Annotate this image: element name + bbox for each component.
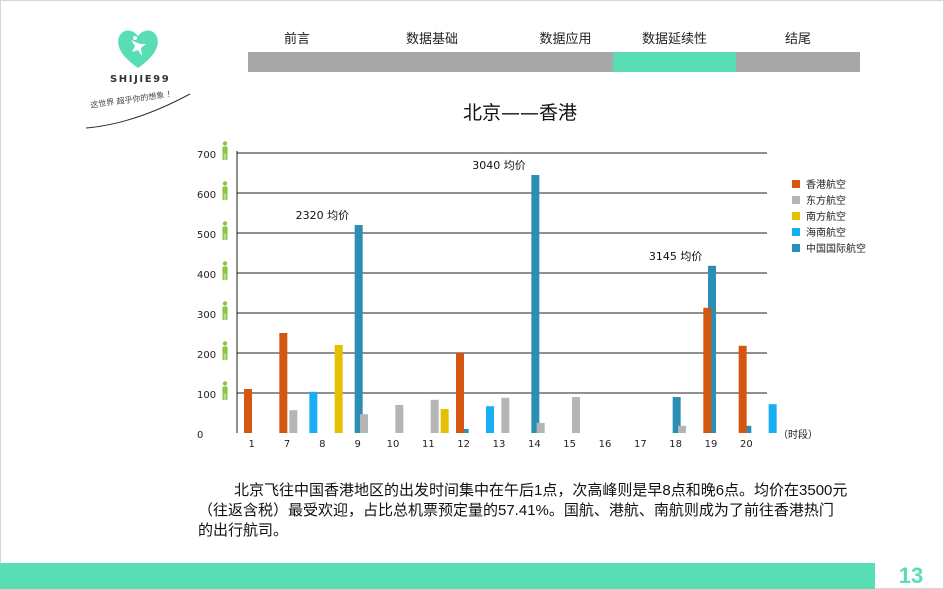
x-tick-label: 11 [422,439,435,450]
legend-label: 中国国际航空 [806,242,866,255]
legend-label: 海南航空 [806,226,846,239]
bar [354,225,363,433]
legend-label: 香港航空 [806,178,846,191]
bar [309,391,318,433]
annotation-label: 3040 均价 [472,159,526,172]
logo-swoosh-icon [85,93,191,129]
x-tick-label: 20 [740,439,753,450]
page-number: 13 [898,563,924,588]
x-tick-label: 19 [705,439,718,450]
x-tick-label: 17 [634,439,647,450]
x-tick-label: 9 [354,439,360,450]
bar [531,175,540,433]
x-axis-label: （时段） [778,428,818,441]
person-icon [222,381,228,400]
person-icon [222,341,228,360]
nav-tab-label: 数据延续性 [641,32,707,47]
nav-tab-data-application[interactable]: 数据应用 [518,22,613,72]
x-tick-label: 13 [493,439,506,450]
nav-tab-data-continuity[interactable]: 数据延续性 [613,22,736,72]
legend-label: 东方航空 [806,194,846,207]
bar [244,389,252,433]
bar [486,406,494,433]
chart-title: 北京——香港 [462,102,577,124]
legend-swatch [792,244,800,252]
section-nav: 前言 数据基础 数据应用 数据延续性 结尾 [248,22,860,72]
nav-tab-label: 数据基础 [405,32,458,47]
person-icon [222,261,228,280]
person-icon [222,181,228,200]
legend-swatch [792,196,800,204]
nav-tab-label: 前言 [283,32,310,47]
nav-tab-bar [346,52,518,72]
legend-swatch [792,212,800,220]
bar [708,265,716,433]
x-tick-label: 10 [387,439,400,450]
y-tick-label: 300 [197,310,216,321]
nav-tab-bar-active [613,52,736,72]
person-icon [222,221,228,240]
x-tick-label: 14 [528,439,541,450]
bar [768,404,777,433]
bar [460,429,469,433]
bar [678,425,686,433]
y-tick-label: 600 [197,190,216,201]
x-tick-label: 15 [563,439,576,450]
bar [289,410,298,433]
bar [334,345,343,433]
logo-mark-icon [118,30,158,68]
bar [703,307,712,433]
annotation-label: 2320 均价 [296,209,350,222]
nav-tab-ending[interactable]: 结尾 [736,22,860,72]
bar [501,397,510,433]
y-tick-label: 200 [197,350,216,361]
nav-tab-bar [736,52,860,72]
bar [395,405,404,433]
bar [360,414,368,433]
bar [536,423,545,433]
x-tick-label: 18 [669,439,682,450]
nav-tab-data-basics[interactable]: 数据基础 [346,22,518,72]
caption-text: 北京飞往中国香港地区的出发时间集中在午后1点，次高峰则是早8点和晚6点。均价在3… [198,482,848,539]
x-tick-label: 8 [319,439,325,450]
bar [672,397,681,433]
nav-tab-label: 数据应用 [539,32,592,47]
bar [440,409,449,433]
y-tick-label: 700 [197,150,216,161]
logo-name: SHIJIE99 [110,74,171,85]
legend-label: 南方航空 [806,210,846,223]
annotation-label: 3145 均价 [649,250,703,263]
footer-bar [0,563,875,589]
bar [456,353,464,433]
nav-tab-label: 结尾 [784,32,811,47]
x-tick-label: 1 [248,439,254,450]
bar [738,345,747,433]
x-tick-label: 16 [599,439,612,450]
y-tick-label: 500 [197,230,216,241]
nav-tab-bar [518,52,613,72]
y-tick-label: 400 [197,270,216,281]
person-icon [222,301,228,320]
x-tick-label: 12 [457,439,470,450]
legend-swatch [792,180,800,188]
y-tick-label: 100 [197,390,216,401]
x-tick-label: 7 [284,439,290,450]
y-tick-label: 0 [197,430,203,441]
bar [279,333,288,433]
nav-tab-intro[interactable]: 前言 [248,22,346,72]
bar [743,425,752,433]
bar [430,399,439,433]
bar [572,397,580,433]
legend-swatch [792,228,800,236]
nav-tab-bar [248,52,346,72]
person-icon [222,141,228,160]
